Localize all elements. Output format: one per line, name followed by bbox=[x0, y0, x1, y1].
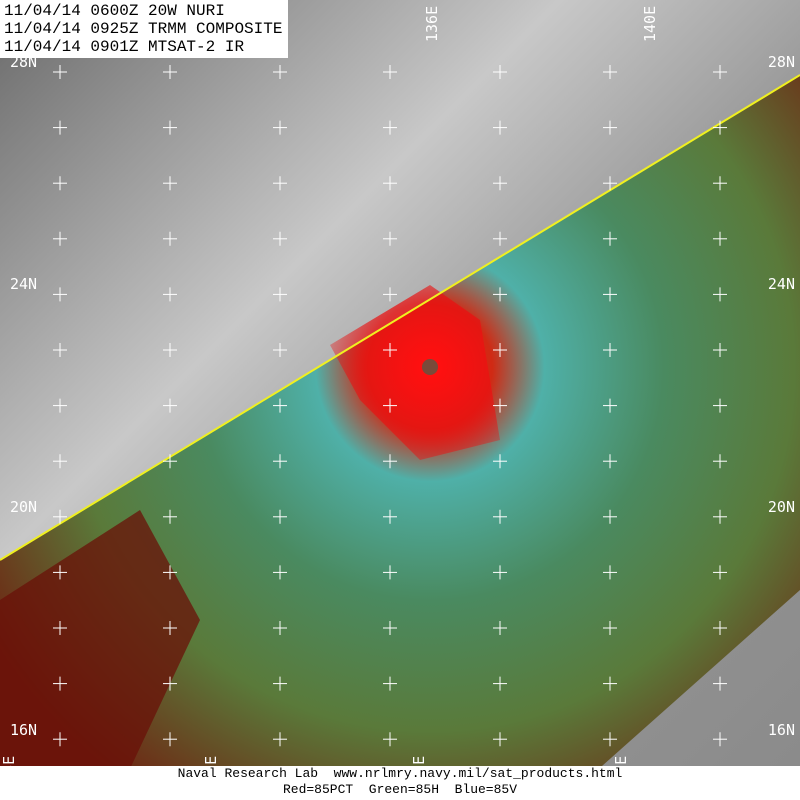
latitude-label: 24N bbox=[10, 275, 37, 293]
eyewall bbox=[330, 285, 500, 460]
latitude-label: 24N bbox=[768, 275, 795, 293]
footer-line: Red=85PCT Green=85H Blue=85V bbox=[282, 782, 518, 797]
latitude-label: 16N bbox=[768, 721, 795, 739]
latitude-label: 20N bbox=[10, 498, 37, 516]
longitude-label: 140E bbox=[641, 6, 659, 42]
header-line: 11/04/14 0901Z MTSAT-2 IR bbox=[4, 38, 245, 56]
latitude-label: 20N bbox=[768, 498, 795, 516]
latitude-label: 28N bbox=[768, 53, 795, 71]
longitude-label: 136E bbox=[423, 6, 441, 42]
header: 11/04/14 0600Z 20W NURI 11/04/14 0925Z TR… bbox=[0, 0, 289, 58]
swath-edge bbox=[0, 74, 800, 561]
footer-line: Naval Research Lab www.nrlmry.navy.mil/s… bbox=[177, 766, 623, 781]
grid bbox=[53, 65, 727, 747]
footer: Naval Research Lab www.nrlmry.navy.mil/s… bbox=[0, 766, 800, 800]
header-line: 11/04/14 0600Z 20W NURI bbox=[4, 2, 225, 20]
rain-band bbox=[0, 510, 200, 790]
eye bbox=[422, 359, 438, 375]
latitude-label: 16N bbox=[10, 721, 37, 739]
header-line: 11/04/14 0925Z TRMM COMPOSITE bbox=[4, 20, 283, 38]
